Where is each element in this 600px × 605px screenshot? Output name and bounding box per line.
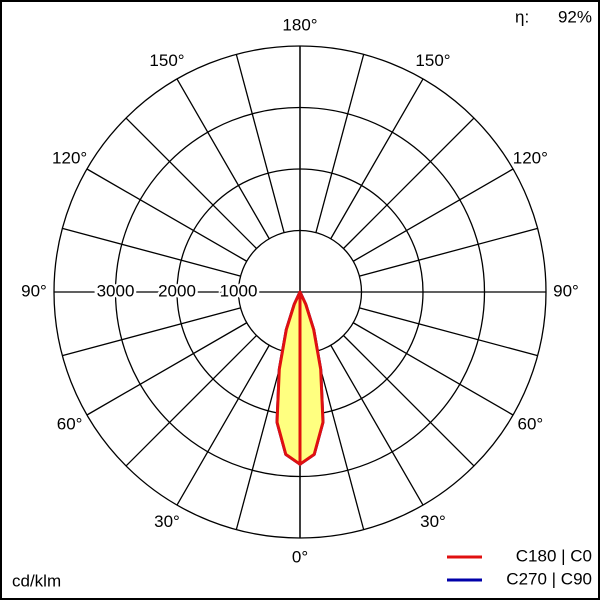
radial-line (343, 117, 475, 249)
angle-label: 180° (282, 15, 317, 34)
angle-label: 90° (553, 281, 579, 300)
legend-label: C180 | C0 (516, 546, 592, 565)
radial-line (343, 335, 475, 467)
unit-label: cd/klm (12, 571, 61, 590)
radial-line (176, 344, 270, 506)
efficiency: 92% (558, 7, 592, 26)
angle-label: 0° (292, 547, 308, 566)
radial-line (176, 78, 270, 240)
radial-line (62, 307, 241, 357)
radial-label: 2000 (158, 281, 196, 300)
radial-line (315, 54, 365, 233)
radial-line (235, 351, 285, 530)
intensity-curve (298, 290, 325, 466)
angle-label: 30° (154, 512, 180, 531)
radial-line (352, 168, 514, 262)
angle-label: 60° (518, 414, 544, 433)
angle-label: 60° (57, 414, 83, 433)
radial-line (125, 335, 257, 467)
radial-line (235, 54, 285, 233)
intensity-curve (275, 290, 302, 466)
radial-line (62, 227, 241, 277)
angle-label: 150° (149, 51, 184, 70)
radial-line (330, 78, 424, 240)
angle-label: 120° (52, 148, 87, 167)
angle-label: 30° (420, 512, 446, 531)
radial-line (352, 322, 514, 416)
radial-line (330, 344, 424, 506)
radial-label: 3000 (97, 281, 135, 300)
radial-line (86, 168, 248, 262)
angle-label: 150° (415, 51, 450, 70)
radial-line (125, 117, 257, 249)
radial-label: 1000 (220, 281, 258, 300)
angle-label: 90° (21, 281, 47, 300)
legend-label: C270 | C90 (506, 569, 592, 588)
radial-line (86, 322, 248, 416)
radial-line (359, 227, 538, 277)
efficiency-label: η: (515, 7, 529, 26)
radial-line (359, 307, 538, 357)
angle-label: 120° (513, 148, 548, 167)
radial-line (315, 351, 365, 530)
